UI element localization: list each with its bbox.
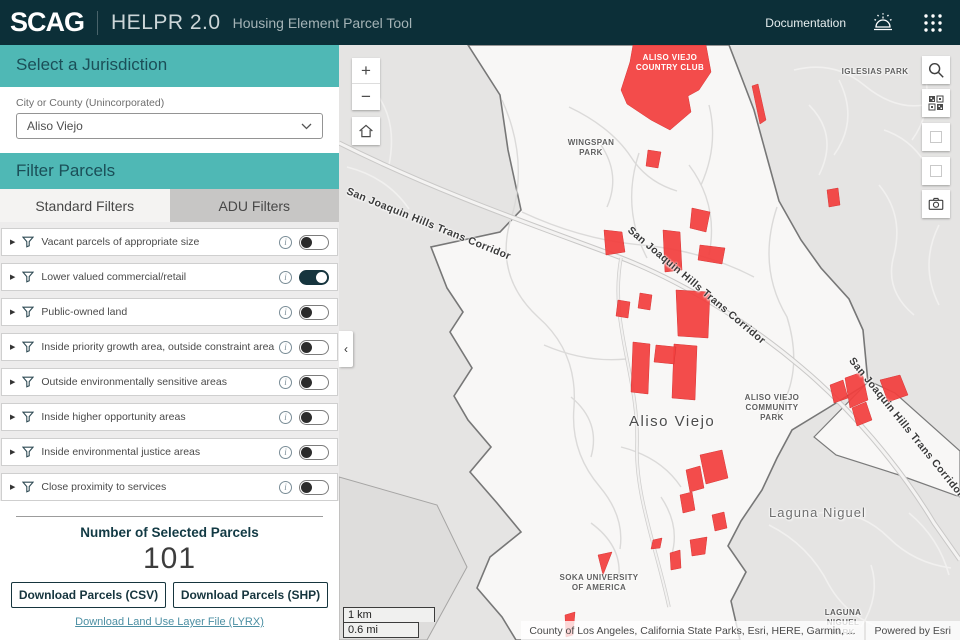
selected-parcels-count: 101 <box>0 542 339 576</box>
filter-row-env-justice: ▶ Inside environmental justice areas i <box>1 438 338 466</box>
info-icon[interactable]: i <box>279 236 292 249</box>
scag-logo: SCAG <box>10 7 84 38</box>
layers-button[interactable] <box>922 123 950 151</box>
tab-adu-filters[interactable]: ADU Filters <box>170 189 340 222</box>
results-panel: Number of Selected Parcels 101 Download … <box>0 508 339 630</box>
filter-toggle[interactable] <box>299 305 329 320</box>
legend-icon <box>930 165 942 177</box>
filter-label: Lower valued commercial/retail <box>41 271 279 283</box>
filter-toggle[interactable] <box>299 480 329 495</box>
filter-row-public-owned: ▶ Public-owned land i <box>1 298 338 326</box>
filter-toggle[interactable] <box>299 340 329 355</box>
expand-caret-icon[interactable]: ▶ <box>10 273 15 281</box>
info-icon[interactable]: i <box>279 446 292 459</box>
expand-caret-icon[interactable]: ▶ <box>10 483 15 491</box>
info-icon[interactable]: i <box>279 376 292 389</box>
apps-grid-icon[interactable] <box>920 10 946 36</box>
search-button[interactable] <box>922 56 950 84</box>
funnel-icon <box>22 306 34 318</box>
filter-row-vacant: ▶ Vacant parcels of appropriate size i <box>1 228 338 256</box>
filter-label: Inside priority growth area, outside con… <box>41 341 279 353</box>
filter-label: Outside environmentally sensitive areas <box>41 376 279 388</box>
basemap-gallery-button[interactable] <box>922 89 950 117</box>
funnel-icon <box>22 271 34 283</box>
scale-km: 1 km <box>343 607 435 622</box>
sidebar: Select a Jurisdiction City or County (Un… <box>0 45 339 640</box>
download-csv-button[interactable]: Download Parcels (CSV) <box>11 582 166 608</box>
sidebar-collapse-handle[interactable]: ‹ <box>339 331 353 367</box>
funnel-icon <box>22 236 34 248</box>
info-icon[interactable]: i <box>279 341 292 354</box>
header-divider <box>97 11 98 35</box>
funnel-icon <box>22 376 34 388</box>
expand-caret-icon[interactable]: ▶ <box>10 378 15 386</box>
divider <box>16 516 323 517</box>
expand-caret-icon[interactable]: ▶ <box>10 413 15 421</box>
info-icon[interactable]: i <box>279 306 292 319</box>
legend-button[interactable] <box>922 157 950 185</box>
funnel-icon <box>22 411 34 423</box>
info-icon[interactable]: i <box>279 411 292 424</box>
info-icon[interactable]: i <box>279 271 292 284</box>
map-attribution: County of Los Angeles, California State … <box>521 621 960 640</box>
documentation-link[interactable]: Documentation <box>765 16 846 30</box>
filter-row-higher-opportunity: ▶ Inside higher opportunity areas i <box>1 403 338 431</box>
download-lyrx-link[interactable]: Download Land Use Layer File (LYRX) <box>75 616 264 628</box>
filter-label: Vacant parcels of appropriate size <box>41 236 279 248</box>
scale-bar: 1 km 0.6 mi <box>343 607 435 638</box>
layers-icon <box>930 131 942 143</box>
filter-label: Inside environmental justice areas <box>41 446 279 458</box>
app-title: HELPR 2.0 <box>111 11 221 35</box>
filter-label: Close proximity to services <box>41 481 279 493</box>
filter-toggle[interactable] <box>299 410 329 425</box>
tab-standard-filters[interactable]: Standard Filters <box>0 189 170 222</box>
filter-row-lower-valued: ▶ Lower valued commercial/retail i <box>1 263 338 291</box>
filter-tabs: Standard Filters ADU Filters <box>0 189 339 222</box>
app-subtitle: Housing Element Parcel Tool <box>233 15 413 31</box>
filter-label: Inside higher opportunity areas <box>41 411 279 423</box>
filter-toggle[interactable] <box>299 445 329 460</box>
zoom-in-button[interactable]: + <box>352 58 380 84</box>
scale-mi: 0.6 mi <box>343 622 419 638</box>
map-canvas[interactable]: ALISO VIEJO COUNTRY CLUB IGLESIAS PARK W… <box>339 45 960 640</box>
screenshot-button[interactable] <box>922 190 950 218</box>
funnel-icon <box>22 446 34 458</box>
filters-section-title: Filter Parcels <box>0 153 339 189</box>
jurisdiction-selected-value: Aliso Viejo <box>27 119 301 133</box>
zoom-control: + − <box>352 58 380 110</box>
download-shp-button[interactable]: Download Parcels (SHP) <box>173 582 328 608</box>
basemap <box>339 45 960 640</box>
filter-row-priority-growth: ▶ Inside priority growth area, outside c… <box>1 333 338 361</box>
expand-caret-icon[interactable]: ▶ <box>10 308 15 316</box>
filter-toggle[interactable] <box>299 375 329 390</box>
filter-toggle[interactable] <box>299 235 329 250</box>
expand-caret-icon[interactable]: ▶ <box>10 343 15 351</box>
jurisdiction-field-label: City or County (Unincorporated) <box>16 97 323 109</box>
chevron-down-icon <box>301 123 312 130</box>
jurisdiction-select[interactable]: Aliso Viejo <box>16 113 323 139</box>
funnel-icon <box>22 341 34 353</box>
home-button[interactable] <box>352 117 380 145</box>
app-header: SCAG HELPR 2.0 Housing Element Parcel To… <box>0 0 960 45</box>
jurisdiction-section-title: Select a Jurisdiction <box>0 45 339 87</box>
attribution-text: County of Los Angeles, California State … <box>521 621 863 640</box>
filter-list: ▶ Vacant parcels of appropriate size i ▶… <box>0 222 339 501</box>
funnel-icon <box>22 481 34 493</box>
alert-bell-icon[interactable] <box>870 10 896 36</box>
expand-caret-icon[interactable]: ▶ <box>10 448 15 456</box>
helpr-app: SCAG HELPR 2.0 Housing Element Parcel To… <box>0 0 960 640</box>
filter-toggle[interactable] <box>299 270 329 285</box>
filter-row-proximity-services: ▶ Close proximity to services i <box>1 473 338 501</box>
selected-parcels-label: Number of Selected Parcels <box>0 525 339 540</box>
info-icon[interactable]: i <box>279 481 292 494</box>
filter-label: Public-owned land <box>41 306 279 318</box>
filter-row-env-sensitive: ▶ Outside environmentally sensitive area… <box>1 368 338 396</box>
zoom-out-button[interactable]: − <box>352 84 380 110</box>
expand-caret-icon[interactable]: ▶ <box>10 238 15 246</box>
powered-by-esri: Powered by Esri <box>866 621 960 640</box>
